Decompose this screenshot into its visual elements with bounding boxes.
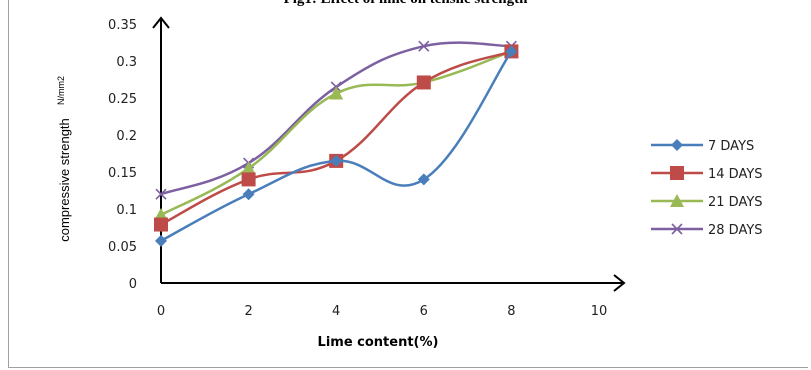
y-tick-label: 0.1 <box>116 203 137 218</box>
data-point <box>154 218 168 232</box>
x-tick-label: 4 <box>332 304 340 319</box>
series-line <box>161 51 511 224</box>
y-tick-label: 0.25 <box>108 92 137 107</box>
y-axis-unit-label: N/mm2 <box>56 76 66 105</box>
legend-marker <box>671 139 683 151</box>
y-tick-label: 0.15 <box>108 166 137 181</box>
y-tick-label: 0.35 <box>108 18 137 33</box>
x-axis-label: Lime content(%) <box>318 335 439 350</box>
x-tick-label: 2 <box>244 304 252 319</box>
legend-label: 14 DAYS <box>708 167 763 182</box>
data-point <box>417 75 431 89</box>
y-axis-label: compressive strength <box>57 118 72 242</box>
y-tick-label: 0.2 <box>116 129 137 144</box>
legend-label: 28 DAYS <box>708 223 763 238</box>
legend-label: 21 DAYS <box>708 195 763 210</box>
data-point <box>243 188 255 200</box>
data-point <box>155 235 167 247</box>
x-tick-label: 0 <box>157 304 165 319</box>
series-line <box>161 51 511 240</box>
x-tick-label: 6 <box>420 304 428 319</box>
data-point <box>242 172 256 186</box>
x-tick-label: 8 <box>507 304 515 319</box>
data-point <box>329 87 343 100</box>
legend-marker <box>670 166 684 180</box>
x-tick-label: 10 <box>591 304 608 319</box>
series-line <box>161 51 511 215</box>
y-tick-label: 0.05 <box>108 240 137 255</box>
y-tick-label: 0 <box>129 277 137 292</box>
legend-label: 7 DAYS <box>708 139 754 154</box>
y-tick-label: 0.3 <box>116 55 137 70</box>
